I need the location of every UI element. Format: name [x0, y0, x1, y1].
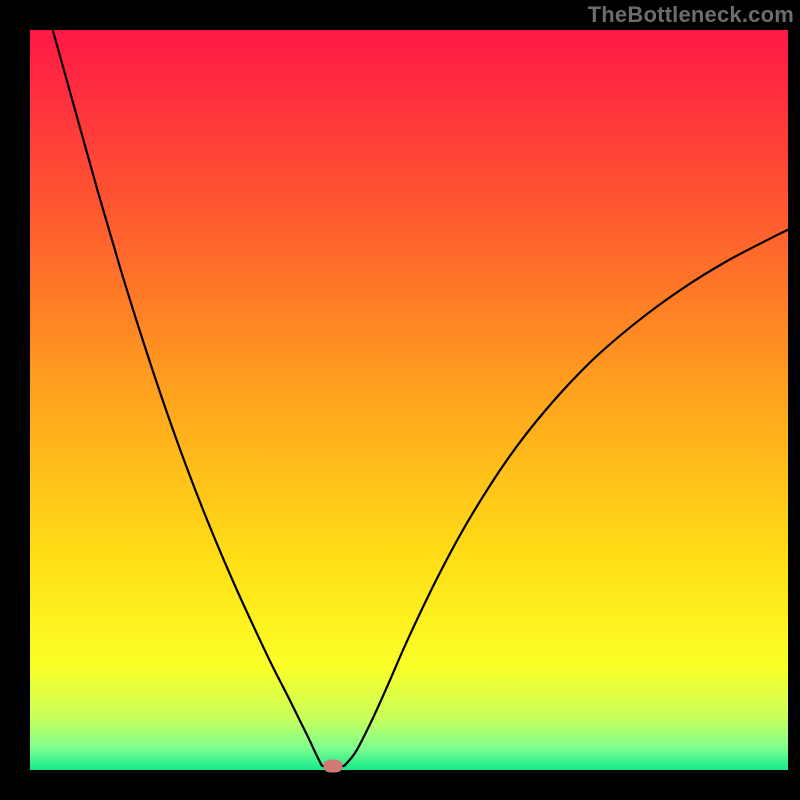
bottleneck-curve	[30, 30, 788, 770]
minimum-marker	[324, 759, 343, 772]
plot-area	[30, 30, 788, 770]
chart-frame: TheBottleneck.com	[0, 0, 800, 800]
watermark-text: TheBottleneck.com	[588, 2, 794, 28]
